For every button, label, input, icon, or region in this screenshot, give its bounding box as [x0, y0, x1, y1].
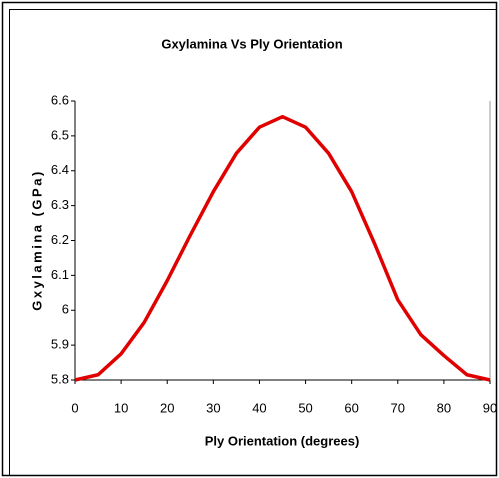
x-axis-label: Ply Orientation (degrees): [205, 433, 360, 448]
inner-border: [9, 9, 497, 476]
x-tick-label: 20: [160, 400, 174, 415]
y-tick-label: 5.8: [51, 371, 69, 386]
y-tick-label: 6.2: [51, 232, 69, 247]
y-tick-label: 6: [62, 302, 69, 317]
y-tick-label: 6.4: [51, 162, 69, 177]
x-tick-label: 80: [437, 400, 451, 415]
y-tick-label: 6.3: [51, 197, 69, 212]
x-tick-label: 10: [114, 400, 128, 415]
chart-title: Gxylamina Vs Ply Orientation: [161, 36, 342, 51]
y-tick-label: 6.1: [51, 267, 69, 282]
x-tick-label: 90: [483, 400, 497, 415]
y-axis-label: Gxylamina (GPa): [29, 169, 44, 311]
y-tick-label: 6.5: [51, 127, 69, 142]
y-tick-label: 6.6: [51, 92, 69, 107]
x-tick-label: 30: [206, 400, 220, 415]
line-series: [74, 114, 491, 382]
x-tick-label: 60: [344, 400, 358, 415]
x-tick-label: 0: [71, 400, 78, 415]
x-tick-label: 50: [298, 400, 312, 415]
y-tick-label: 5.9: [51, 337, 69, 352]
x-tick-label: 70: [391, 400, 405, 415]
x-tick-label: 40: [252, 400, 266, 415]
